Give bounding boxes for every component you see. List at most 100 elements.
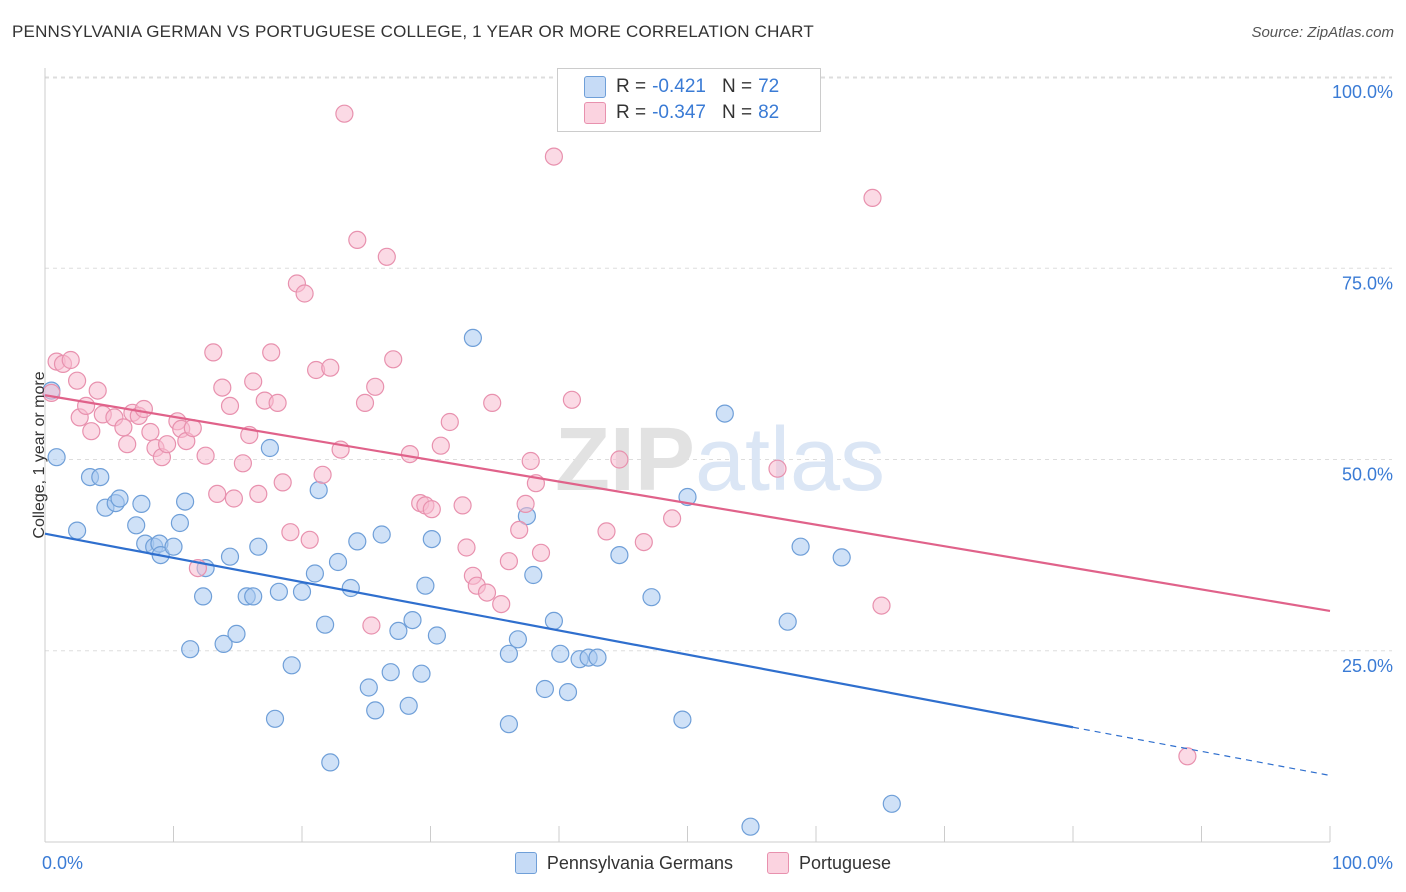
point-pennsylvania-german bbox=[127, 516, 146, 535]
point-portuguese bbox=[355, 393, 375, 412]
point-portuguese bbox=[366, 377, 385, 396]
legend-label: Portuguese bbox=[799, 852, 892, 873]
axes bbox=[44, 68, 1331, 843]
point-portuguese bbox=[295, 284, 314, 303]
point-pennsylvania-german bbox=[399, 696, 418, 715]
y-tick-label: 75.0% bbox=[1342, 273, 1393, 293]
point-portuguese bbox=[158, 435, 177, 454]
point-portuguese bbox=[273, 473, 292, 492]
point-pennsylvania-german bbox=[321, 753, 340, 772]
point-pennsylvania-german bbox=[176, 492, 195, 511]
point-pennsylvania-german bbox=[499, 715, 518, 734]
point-pennsylvania-german bbox=[389, 621, 408, 641]
point-portuguese bbox=[863, 188, 882, 207]
gridlines bbox=[45, 76, 1392, 652]
point-pennsylvania-german bbox=[132, 494, 151, 513]
point-pennsylvania-german bbox=[551, 644, 570, 663]
series-pennsylvania-germans bbox=[42, 328, 901, 836]
point-pennsylvania-german bbox=[741, 817, 760, 836]
point-pennsylvania-german bbox=[181, 640, 200, 659]
point-pennsylvania-german bbox=[642, 588, 661, 607]
legend-row-blue: R = -0.421 N = 72 bbox=[584, 73, 779, 101]
point-portuguese bbox=[662, 509, 682, 528]
point-pennsylvania-german bbox=[524, 565, 543, 585]
point-pennsylvania-german bbox=[499, 644, 518, 663]
point-portuguese bbox=[431, 436, 450, 455]
watermark-atlas: atlas bbox=[695, 410, 885, 510]
point-portuguese bbox=[134, 399, 153, 419]
point-portuguese bbox=[114, 418, 133, 437]
point-portuguese bbox=[516, 494, 535, 513]
point-portuguese bbox=[335, 104, 354, 123]
point-pennsylvania-german bbox=[227, 624, 246, 644]
point-portuguese bbox=[872, 596, 891, 615]
legend-swatch-pink bbox=[767, 852, 789, 874]
point-portuguese bbox=[244, 372, 263, 391]
point-portuguese bbox=[321, 358, 340, 377]
y-tick-label: 50.0% bbox=[1342, 465, 1393, 485]
legend-swatch-blue bbox=[514, 852, 537, 874]
point-portuguese bbox=[1178, 747, 1197, 766]
point-pennsylvania-german bbox=[791, 537, 810, 556]
point-portuguese bbox=[634, 532, 653, 552]
point-portuguese bbox=[440, 412, 459, 432]
point-portuguese bbox=[362, 616, 381, 635]
correlation-legend: R = -0.421 N = 72 R = -0.347 N = 82 bbox=[557, 68, 821, 132]
point-portuguese bbox=[82, 422, 101, 441]
point-pennsylvania-german bbox=[778, 612, 797, 631]
point-pennsylvania-german bbox=[544, 611, 564, 631]
point-portuguese bbox=[233, 454, 252, 473]
point-pennsylvania-german bbox=[265, 709, 285, 728]
y-tick-label: 100.0% bbox=[1332, 82, 1393, 102]
point-pennsylvania-german bbox=[214, 634, 233, 654]
point-portuguese bbox=[61, 350, 80, 370]
x-tick-label: 100.0% bbox=[1332, 853, 1393, 873]
point-pennsylvania-german bbox=[348, 532, 367, 551]
point-pennsylvania-german bbox=[588, 648, 607, 667]
point-portuguese bbox=[348, 230, 367, 249]
legend-item-portuguese[interactable]: Portuguese bbox=[767, 852, 891, 874]
legend-row-pink: R = -0.347 N = 82 bbox=[584, 99, 779, 127]
point-pennsylvania-german bbox=[882, 794, 901, 813]
point-portuguese bbox=[562, 390, 582, 409]
point-portuguese bbox=[313, 465, 332, 484]
x-tick-label: 0.0% bbox=[42, 853, 83, 873]
legend-r-label: R = bbox=[616, 102, 647, 123]
point-portuguese bbox=[262, 343, 281, 362]
point-pennsylvania-german bbox=[558, 682, 578, 702]
point-portuguese bbox=[531, 543, 551, 562]
point-pennsylvania-german bbox=[359, 678, 378, 697]
point-portuguese bbox=[477, 583, 497, 602]
legend-n-label: N = bbox=[721, 76, 753, 97]
point-pennsylvania-german bbox=[678, 487, 697, 507]
trend-line-pennsylvania-germans bbox=[44, 532, 1074, 729]
point-portuguese bbox=[208, 484, 227, 503]
point-portuguese bbox=[249, 484, 268, 503]
legend-item-pennsylvania-germans[interactable]: Pennsylvania Germans bbox=[514, 852, 733, 874]
point-pennsylvania-german bbox=[366, 701, 385, 720]
point-portuguese bbox=[521, 451, 540, 471]
point-pennsylvania-german bbox=[170, 513, 189, 533]
point-pennsylvania-german bbox=[715, 404, 734, 423]
legend-n-value: 82 bbox=[758, 102, 780, 123]
point-pennsylvania-german bbox=[372, 525, 391, 544]
point-portuguese bbox=[118, 435, 137, 454]
point-pennsylvania-german bbox=[610, 545, 629, 565]
point-portuguese bbox=[384, 350, 403, 369]
point-portuguese bbox=[224, 489, 243, 508]
chart-title: PENNSYLVANIA GERMAN VS PORTUGUESE COLLEG… bbox=[12, 22, 814, 41]
point-portuguese bbox=[499, 552, 518, 571]
point-pennsylvania-german bbox=[220, 547, 240, 566]
point-pennsylvania-german bbox=[91, 468, 110, 487]
point-pennsylvania-german bbox=[269, 582, 288, 601]
point-portuguese bbox=[544, 147, 564, 166]
legend-r-value: -0.347 bbox=[652, 102, 706, 123]
point-pennsylvania-german bbox=[416, 576, 435, 595]
point-portuguese bbox=[196, 446, 215, 465]
point-portuguese bbox=[76, 396, 96, 415]
point-pennsylvania-german bbox=[249, 537, 268, 556]
point-pennsylvania-german bbox=[67, 521, 87, 540]
point-pennsylvania-german bbox=[164, 537, 183, 556]
point-portuguese bbox=[453, 496, 472, 515]
point-portuguese bbox=[510, 520, 529, 540]
